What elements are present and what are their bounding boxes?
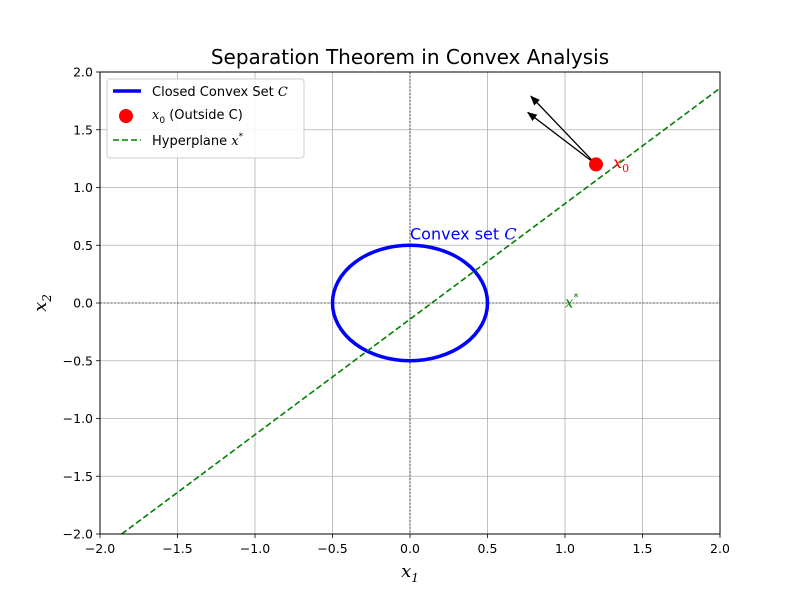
legend-label-x0-text: (Outside C): [165, 108, 243, 123]
annotation-x0-base: x: [613, 153, 622, 172]
convex-set-circle: [330, 243, 490, 363]
annotation-x-star-base: x: [565, 294, 574, 312]
legend-label-hyperplane-superscript: *: [239, 132, 244, 142]
legend-swatch-x0: [119, 109, 133, 123]
legend-label-x0: x0 (Outside C): [152, 108, 243, 126]
legend-label-x0-subscript: 0: [159, 116, 165, 126]
x-axis-label: x1: [401, 561, 419, 585]
y-tick-label: −1.0: [63, 411, 93, 426]
y-axis-label-subscript: 2: [40, 294, 54, 303]
y-tick-label: −0.5: [63, 353, 93, 368]
x-axis-label-subscript: 1: [411, 571, 419, 585]
x-tick-label: 1.0: [555, 541, 575, 556]
direction-arrow: [530, 95, 597, 165]
y-tick-label: 1.5: [73, 122, 93, 137]
legend-box: [106, 78, 305, 159]
legend-label-convex-set-symbol: C: [278, 85, 288, 100]
x-tick-label: −0.5: [317, 541, 347, 556]
annotation-x0-subscript: 0: [622, 162, 629, 175]
y-axis-label-base: x: [30, 302, 51, 312]
x-tick-label: 2.0: [710, 541, 730, 556]
annotation-convex-set: Convex set C: [410, 224, 516, 243]
y-tick-label: 2.0: [73, 65, 93, 80]
zero-reference-lines: [100, 72, 720, 534]
annotation-x-star: x*: [565, 293, 578, 312]
y-tick-label: 1.0: [73, 180, 93, 195]
legend-label-hyperplane-text: Hyperplane: [152, 134, 231, 149]
y-tick-label: 0.0: [73, 296, 93, 311]
x-tick-label: 1.5: [633, 541, 653, 556]
legend-label-hyperplane: Hyperplane x*: [152, 132, 244, 149]
axis-ticks: −2.0 −1.5 −1.0 −0.5 0.0 0.5 1.0 1.5 2.0 −2.0 −1.5 −…: [63, 65, 730, 557]
legend: Closed Convex Set C x0 (Outside C) Hyper…: [106, 78, 305, 159]
legend-label-convex-set: Closed Convex Set C: [152, 85, 288, 100]
legend-label-hyperplane-symbol: x: [231, 134, 239, 149]
y-axis-label: x2: [30, 294, 54, 312]
hyperplane-line: [120, 87, 720, 534]
point-x0-marker: [589, 157, 603, 172]
x-tick-label: −2.0: [85, 541, 115, 556]
annotation-x-star-superscript: *: [573, 293, 578, 304]
annotation-convex-set-text: Convex set: [410, 224, 504, 243]
x-tick-label: −1.5: [162, 541, 192, 556]
y-tick-label: −2.0: [63, 527, 93, 542]
y-tick-label: 0.5: [73, 238, 93, 253]
legend-label-convex-set-text: Closed Convex Set: [152, 85, 278, 100]
x-tick-label: 0.5: [478, 541, 498, 556]
annotation-x0: x0: [613, 153, 629, 175]
x-tick-label: −1.0: [240, 541, 270, 556]
annotation-convex-set-symbol: C: [504, 224, 516, 243]
direction-arrow: [527, 111, 597, 165]
legend-label-x0-symbol: x: [152, 108, 160, 123]
x-tick-label: 0.0: [400, 541, 420, 556]
plot-data: [120, 87, 720, 534]
x-axis-label-base: x: [401, 561, 411, 582]
y-tick-label: −1.5: [63, 469, 93, 484]
chart-title: Separation Theorem in Convex Analysis: [211, 45, 609, 69]
